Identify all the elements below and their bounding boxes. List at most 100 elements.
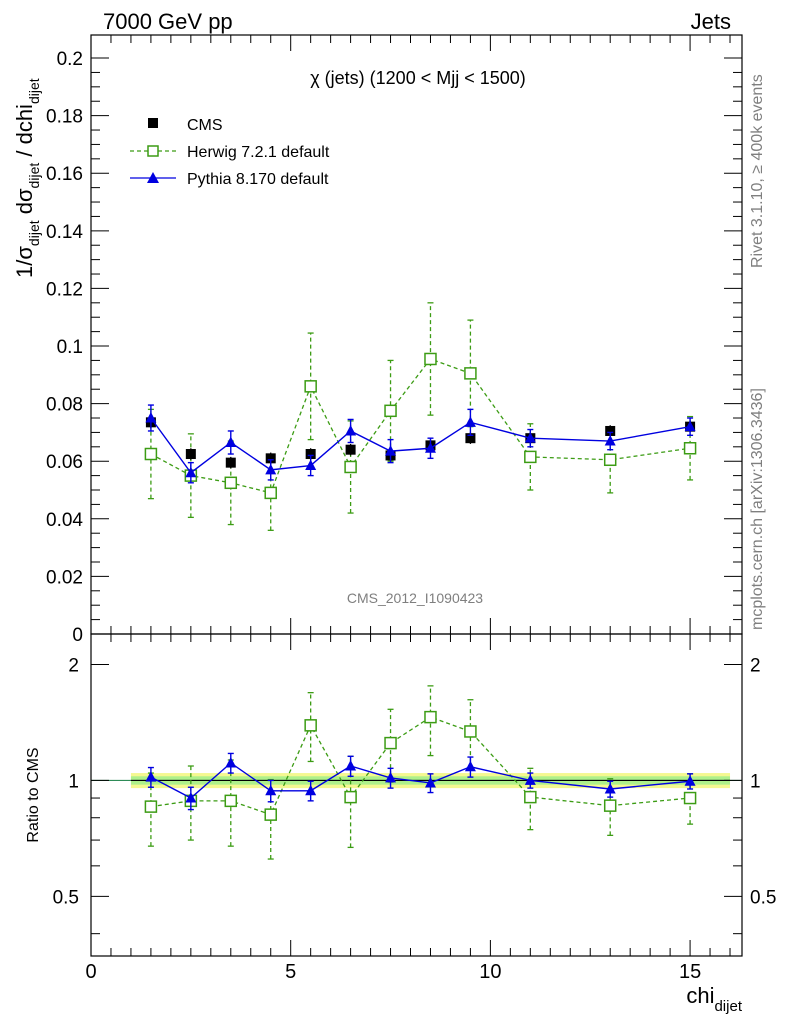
- ratio-series-layer: [144, 685, 697, 860]
- main-y-axis-label: 1/σdijet dσdijet / dchidijet: [12, 78, 42, 278]
- main-y-tick-label: 0.02: [46, 567, 83, 588]
- herwig-point: [464, 367, 477, 380]
- pythia-point: [345, 424, 357, 436]
- ratio-y-tick-label: 2: [68, 655, 79, 676]
- herwig-point: [603, 453, 617, 467]
- plot-title: χ (jets) (1200 < Mjj < 1500): [310, 68, 526, 88]
- pythia-point: [385, 445, 397, 456]
- ratio-axis-ticks: [90, 634, 742, 956]
- cms-point: [185, 449, 196, 460]
- cms-point: [605, 425, 616, 436]
- pythia-ratio-line: [150, 762, 691, 799]
- main-y-tick-label: 0.06: [46, 452, 83, 473]
- legend-pythia-label: Pythia 8.170 default: [187, 171, 329, 188]
- pythia-point: [464, 416, 476, 427]
- x-tick-label: 0: [85, 961, 96, 983]
- herwig-ratio-point: [344, 790, 357, 804]
- herwig-ratio-line: [150, 716, 691, 816]
- main-y-tick-label: 0.1: [57, 337, 83, 358]
- ratio-y-tick-labels: 0.5 0.5 1 1 2 2: [53, 655, 777, 908]
- herwig-ratio-point: [224, 794, 238, 808]
- herwig-point: [424, 352, 437, 366]
- pythia-ratio-point: [305, 784, 317, 796]
- main-y-tick-label: 0: [72, 625, 83, 646]
- pythia-point: [265, 463, 277, 475]
- main-y-tick-label: 0.18: [46, 107, 83, 128]
- main-y-tick-labels: 0 0.02 0.04 0.06 0.08 0.1 0.12 0.14 0.16 0.18 0.2: [46, 49, 83, 646]
- herwig-point: [224, 476, 238, 490]
- main-axis-ticks: [90, 35, 742, 635]
- header-process-label: Jets: [691, 9, 731, 34]
- legend: CMS Herwig 7.2.1 default Pythia 8.170 de…: [130, 117, 330, 188]
- herwig-ratio-point: [384, 736, 397, 750]
- pythia-ratio-point: [524, 774, 536, 785]
- pythia-ratio-point: [265, 784, 277, 796]
- ratio-y-tick-label: 1: [68, 771, 79, 792]
- ratio-y-tick-label-right: 1: [750, 771, 761, 792]
- herwig-point: [144, 447, 158, 461]
- x-tick-labels: 0 5 10 15: [85, 961, 701, 983]
- main-y-tick-label: 0.16: [46, 164, 83, 185]
- herwig-point: [384, 404, 397, 418]
- herwig-point: [524, 450, 537, 464]
- main-y-tick-label: 0.12: [46, 279, 83, 300]
- pythia-point: [684, 420, 696, 432]
- x-tick-label: 15: [679, 961, 701, 983]
- pythia-point: [524, 432, 536, 443]
- analysis-label: CMS_2012_I1090423: [347, 590, 483, 606]
- herwig-point: [264, 486, 277, 500]
- pythia-ratio-point: [185, 792, 197, 803]
- pythia-series-line: [150, 417, 691, 474]
- pythia-ratio-point: [345, 760, 357, 771]
- herwig-point: [683, 442, 697, 455]
- pythia-ratio-point: [225, 756, 237, 768]
- cms-point: [265, 453, 276, 464]
- herwig-ratio-point: [424, 710, 437, 724]
- x-axis-label: chidijet: [686, 983, 742, 1015]
- pythia-point: [225, 436, 237, 447]
- main-y-tick-label: 0.08: [46, 395, 83, 416]
- legend-cms-label: CMS: [187, 117, 223, 134]
- legend-herwig-marker: [147, 145, 159, 157]
- herwig-ratio-point: [264, 808, 277, 821]
- legend-cms-marker: [148, 118, 158, 128]
- pythia-ratio-point: [424, 776, 436, 788]
- pythia-ratio-point: [464, 760, 476, 772]
- herwig-point: [304, 380, 317, 393]
- x-tick-label: 10: [479, 961, 501, 983]
- pythia-ratio-point: [385, 771, 397, 783]
- header-energy-label: 7000 GeV pp: [103, 9, 233, 34]
- ratio-y-tick-label: 0.5: [53, 887, 79, 908]
- main-y-tick-label: 0.04: [46, 510, 83, 531]
- herwig-ratio-point: [464, 725, 477, 738]
- main-y-tick-label: 0.14: [46, 222, 83, 243]
- cms-point: [305, 449, 316, 460]
- rivet-version-label: Rivet 3.1.10, ≥ 400k events: [749, 74, 766, 268]
- legend-pythia-marker: [147, 172, 159, 183]
- herwig-ratio-point: [603, 799, 617, 812]
- mcplots-reference-label: mcplots.cern.ch [arXiv:1306.3436]: [749, 388, 766, 630]
- herwig-ratio-point: [683, 791, 697, 805]
- pythia-point: [305, 459, 317, 471]
- herwig-ratio-point: [304, 719, 317, 732]
- herwig-series-line: [150, 358, 691, 494]
- pythia-point: [424, 442, 436, 453]
- pythia-point: [604, 435, 616, 446]
- herwig-ratio-point: [524, 790, 537, 804]
- ratio-plot-frame: [90, 633, 743, 957]
- pythia-ratio-point: [145, 771, 157, 782]
- pythia-point: [185, 466, 197, 478]
- cms-point: [225, 457, 236, 468]
- cms-point: [465, 433, 476, 444]
- ratio-y-axis-label: Ratio to CMS: [25, 747, 42, 842]
- legend-herwig-label: Herwig 7.2.1 default: [187, 144, 330, 161]
- main-y-tick-label: 0.2: [57, 49, 83, 70]
- ratio-plot-panel: 0.5 0.5 1 1 2 2 0 5 10 15 Ratio to CMS chidijet: [25, 633, 777, 1015]
- pythia-ratio-point: [604, 782, 616, 794]
- ratio-y-tick-label-right: 2: [750, 655, 761, 676]
- ratio-y-tick-label-right: 0.5: [750, 887, 776, 908]
- main-plot-panel: 00.020.040.060.080.10.120.140.160.180.2 …: [12, 34, 743, 646]
- herwig-ratio-point: [144, 800, 158, 813]
- x-tick-label: 5: [285, 961, 296, 983]
